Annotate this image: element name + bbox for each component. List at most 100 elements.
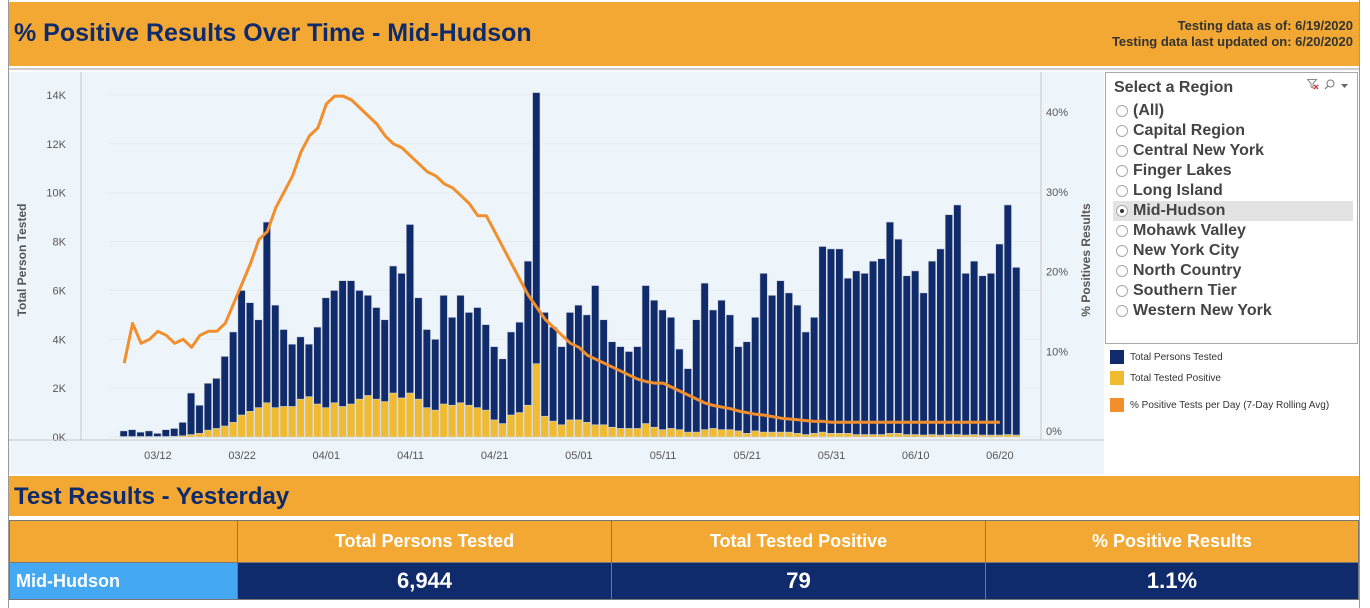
region-option[interactable]: Central New York xyxy=(1113,141,1353,161)
positive-bar[interactable] xyxy=(380,401,389,438)
positive-bar[interactable] xyxy=(229,422,238,438)
positive-bar[interactable] xyxy=(397,397,406,438)
positive-bar[interactable] xyxy=(953,434,962,438)
positive-bar[interactable] xyxy=(709,428,718,438)
positive-bar[interactable] xyxy=(624,428,633,438)
radio-icon[interactable] xyxy=(1116,125,1128,137)
tested-bar[interactable] xyxy=(919,292,928,438)
tested-bar[interactable] xyxy=(978,275,987,438)
tested-bar[interactable] xyxy=(818,246,827,438)
tested-bar[interactable] xyxy=(717,299,726,438)
tested-bar[interactable] xyxy=(995,243,1004,438)
positive-bar[interactable] xyxy=(237,414,246,438)
positive-bar[interactable] xyxy=(414,398,423,438)
region-option[interactable]: Western New York xyxy=(1113,301,1353,321)
positive-bar[interactable] xyxy=(313,403,322,438)
positive-bar[interactable] xyxy=(641,423,650,438)
positive-bar[interactable] xyxy=(481,409,490,438)
tested-bar[interactable] xyxy=(624,351,633,438)
tested-bar[interactable] xyxy=(734,346,743,438)
positive-bar[interactable] xyxy=(532,363,541,438)
radio-icon[interactable] xyxy=(1116,145,1128,157)
tested-bar[interactable] xyxy=(220,356,229,438)
radio-icon[interactable] xyxy=(1116,225,1128,237)
positive-bar[interactable] xyxy=(582,422,591,438)
positive-bar[interactable] xyxy=(835,433,844,438)
positive-bar[interactable] xyxy=(363,395,372,438)
radio-icon[interactable] xyxy=(1116,285,1128,297)
tested-bar[interactable] xyxy=(784,292,793,438)
tested-bar[interactable] xyxy=(144,430,153,438)
tested-bar[interactable] xyxy=(885,221,894,438)
tested-bar[interactable] xyxy=(641,285,650,438)
positive-bar[interactable] xyxy=(254,407,263,438)
tested-bar[interactable] xyxy=(936,248,945,438)
tested-bar[interactable] xyxy=(953,204,962,438)
tested-bar[interactable] xyxy=(725,314,734,438)
positive-bar[interactable] xyxy=(928,434,937,438)
radio-icon[interactable] xyxy=(1116,105,1128,117)
tested-bar[interactable] xyxy=(700,282,709,438)
tested-bar[interactable] xyxy=(835,248,844,438)
positive-bar[interactable] xyxy=(599,424,608,438)
tested-bar[interactable] xyxy=(986,273,995,438)
tested-bar[interactable] xyxy=(751,317,760,438)
tested-bar[interactable] xyxy=(229,331,238,438)
positive-bar[interactable] xyxy=(220,425,229,438)
tested-bar[interactable] xyxy=(565,312,574,438)
positive-bar[interactable] xyxy=(860,434,869,438)
tested-bar[interactable] xyxy=(1012,267,1021,438)
positive-bar[interactable] xyxy=(338,406,347,438)
tested-bar[interactable] xyxy=(826,248,836,438)
positive-bar[interactable] xyxy=(405,392,414,438)
tested-bar[interactable] xyxy=(894,238,903,438)
positive-bar[interactable] xyxy=(187,434,196,438)
positive-bar[interactable] xyxy=(1003,434,1012,438)
positive-bar[interactable] xyxy=(944,434,953,438)
positive-bar[interactable] xyxy=(372,398,381,438)
tested-bar[interactable] xyxy=(187,392,196,438)
positive-bar[interactable] xyxy=(321,407,330,438)
positive-bar[interactable] xyxy=(675,429,684,438)
tested-bar[interactable] xyxy=(877,258,886,438)
positive-bar[interactable] xyxy=(549,420,558,438)
region-option[interactable]: (All) xyxy=(1113,101,1353,121)
positive-bar[interactable] xyxy=(658,429,667,438)
positive-bar[interactable] xyxy=(784,431,793,438)
positive-bar[interactable] xyxy=(203,429,212,438)
positive-bar[interactable] xyxy=(894,433,903,438)
tested-bar[interactable] xyxy=(582,314,591,438)
positive-bar[interactable] xyxy=(751,430,760,438)
positive-bar[interactable] xyxy=(330,402,339,438)
radio-icon[interactable] xyxy=(1116,245,1128,257)
radio-selected-icon[interactable] xyxy=(1116,205,1128,217)
positive-bar[interactable] xyxy=(700,429,709,438)
tested-bar[interactable] xyxy=(944,214,953,438)
tested-bar[interactable] xyxy=(961,273,970,438)
positive-bar[interactable] xyxy=(608,426,617,438)
positive-bar[interactable] xyxy=(296,398,305,438)
positive-bar[interactable] xyxy=(212,428,221,438)
tested-bar[interactable] xyxy=(574,304,583,438)
positive-bar[interactable] xyxy=(810,433,819,438)
positive-bar[interactable] xyxy=(717,429,726,438)
positive-bar[interactable] xyxy=(574,419,583,438)
tested-bar[interactable] xyxy=(633,346,642,438)
positive-bar[interactable] xyxy=(523,404,532,438)
region-option[interactable]: Mid-Hudson xyxy=(1113,201,1353,221)
radio-icon[interactable] xyxy=(1116,185,1128,197)
positive-bar[interactable] xyxy=(793,433,802,438)
tested-bar[interactable] xyxy=(549,326,558,438)
region-option[interactable]: North Country xyxy=(1113,261,1353,281)
tested-bar[interactable] xyxy=(1003,204,1012,438)
positive-bar[interactable] xyxy=(540,415,549,438)
tested-bar[interactable] xyxy=(692,319,701,438)
radio-icon[interactable] xyxy=(1116,165,1128,177)
dropdown-arrow-icon[interactable] xyxy=(1340,80,1349,92)
tested-bar[interactable] xyxy=(742,341,751,438)
positive-bar[interactable] xyxy=(826,433,836,438)
tested-bar[interactable] xyxy=(650,299,659,438)
tested-bar[interactable] xyxy=(902,275,911,438)
tested-bar[interactable] xyxy=(608,341,617,438)
positive-bar[interactable] xyxy=(288,406,297,438)
